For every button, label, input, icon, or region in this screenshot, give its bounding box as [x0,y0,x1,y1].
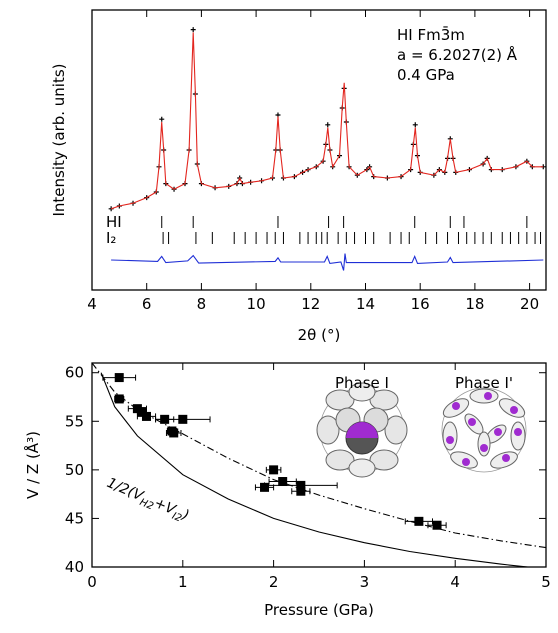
data-point [278,477,288,487]
curve-label-part: H2 [138,497,155,513]
x-tick-label: 16 [411,295,430,313]
x-tick-label: 6 [142,295,152,313]
y-axis-label: Intensity (arb. units) [50,63,68,216]
x-tick-label: 3 [360,573,370,591]
data-point [141,411,151,421]
data-point [167,426,177,436]
x-tick-label: 1 [178,573,188,591]
x-axis-label: Pressure (GPa) [264,601,374,619]
data-point [412,122,418,128]
y-tick-label: 50 [65,461,84,479]
x-tick-label: 20 [520,295,539,313]
x-tick-label: 0 [87,573,97,591]
x-tick-label: 5 [541,573,551,591]
inset-label: Phase I [335,374,389,392]
curve-label: 1/2(VH2+VI2) [103,475,191,527]
x-tick-label: 18 [465,295,484,313]
data-line [110,32,544,210]
data-point [269,465,279,475]
x-tick-label: 12 [301,295,320,313]
x-tick-label: 14 [356,295,375,313]
top-frame [91,9,547,291]
data-point [190,27,196,33]
x-tick-label: 4 [87,295,97,313]
data-line [111,253,544,271]
x-tick-label: 10 [247,295,266,313]
y-tick-label: 55 [65,412,84,430]
annotation: 0.4 GPa [397,66,455,84]
bottom-frame [91,362,547,568]
x-tick-label: 2 [269,573,279,591]
data-point [114,394,124,404]
x-tick-label: 4 [450,573,460,591]
curve-label-part: I2 [170,511,183,525]
phase-label: I₂ [106,229,116,247]
data-point [159,116,165,122]
data-point [178,414,188,424]
data-point [325,122,331,128]
inset-phase-i-prime [441,387,527,473]
y-tick-label: 60 [65,364,84,382]
inset-phase-i [316,382,408,478]
y-axis-label: V / Z (Å³) [23,431,42,499]
data-point [114,373,124,383]
y-tick-label: 45 [65,509,84,527]
annotation: HI Fm3̄m [397,25,465,44]
data-point [296,480,306,490]
annotation: a = 6.2027(2) Å [397,45,518,64]
data-point [414,516,424,526]
data-point [296,486,306,496]
data-point [432,520,442,530]
data-point [137,407,147,417]
inset-label: Phase I' [455,374,513,392]
x-axis-label: 2θ (°) [298,326,341,344]
y-tick-label: 40 [65,558,84,576]
fit-curve [100,372,528,567]
x-tick-label: 8 [197,295,207,313]
phase-label: HI [106,213,122,231]
